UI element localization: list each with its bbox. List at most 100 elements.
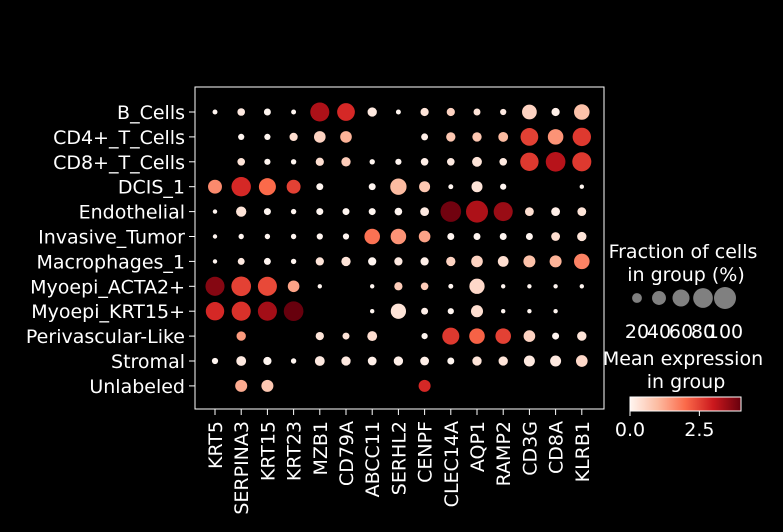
size-legend-dot: [693, 288, 713, 308]
dot: [238, 133, 245, 141]
dot: [263, 108, 271, 116]
dot: [421, 332, 428, 340]
x-tick-label: KRT5: [205, 421, 227, 469]
dot: [342, 208, 350, 216]
dot: [498, 356, 508, 366]
dot: [291, 109, 297, 115]
x-tick-label: AQP1: [467, 421, 489, 472]
dot: [575, 355, 588, 367]
x-tick-label: CD8A: [546, 421, 568, 474]
dot: [551, 107, 560, 117]
color-legend: Mean expression in group 0.0 2.5: [603, 348, 763, 441]
dot: [263, 257, 271, 265]
x-tick-label: CLEC14A: [441, 421, 463, 507]
dot: [549, 255, 562, 268]
dot: [313, 131, 326, 143]
dot: [290, 258, 297, 265]
dot: [446, 132, 456, 142]
dot: [370, 284, 375, 289]
dot: [290, 159, 297, 165]
dot: [390, 178, 407, 195]
y-tick-label: CD4+_T_Cells: [53, 127, 185, 149]
dot: [499, 157, 508, 166]
dot: [520, 128, 539, 146]
dot: [290, 208, 297, 215]
dot: [367, 331, 378, 342]
dot: [500, 108, 507, 116]
y-tick-label: Endothelial: [79, 202, 185, 224]
dot: [236, 206, 247, 217]
size-legend-title: Fraction of cells in group (%): [609, 241, 764, 286]
dot: [545, 151, 566, 172]
y-tick-label: Myoepi_ACTA2+: [30, 276, 185, 298]
size-legend-label: 80: [691, 321, 715, 343]
colorbar-tick-label: 2.5: [684, 419, 714, 441]
dot: [472, 156, 482, 167]
dot: [420, 282, 429, 291]
dot: [364, 228, 380, 245]
x-tick-label: KRT15: [257, 421, 279, 481]
dot: [316, 208, 324, 216]
dot: [551, 232, 560, 241]
dot: [369, 159, 375, 165]
size-legend-label: 60: [669, 321, 693, 343]
dot: [448, 184, 454, 190]
x-tick-label: CD79A: [336, 421, 358, 486]
dot: [342, 332, 350, 340]
dot: [553, 284, 558, 289]
dot: [493, 202, 513, 222]
dot: [264, 233, 271, 240]
dot: [497, 256, 509, 267]
dot: [205, 302, 225, 321]
dot: [258, 178, 276, 196]
dot: [237, 157, 246, 166]
y-tick-label: Myoepi_KRT15+: [31, 301, 185, 323]
x-tick-label: SERPINA3: [231, 421, 253, 515]
x-tick-label: SERHL2: [388, 421, 410, 495]
x-tick-label: KRT23: [284, 421, 306, 481]
dot: [287, 280, 300, 293]
dot: [341, 256, 351, 267]
dot: [469, 328, 485, 344]
dot: [470, 305, 484, 318]
dot: [212, 234, 218, 239]
dot: [342, 233, 350, 240]
dot: [290, 358, 297, 364]
x-tick-label: RAMP2: [493, 421, 515, 486]
dot: [574, 253, 590, 270]
size-legend-dot: [714, 287, 736, 309]
dot: [446, 157, 455, 166]
dot: [390, 228, 407, 245]
dot: [236, 331, 246, 341]
dot: [390, 303, 407, 319]
dot: [525, 233, 533, 240]
y-tick-label: Macrophages_1: [37, 251, 185, 273]
dot: [446, 107, 455, 117]
dot: [499, 233, 507, 240]
dot: [368, 208, 376, 216]
dot: [290, 233, 297, 240]
dot: [495, 328, 511, 344]
dot: [263, 208, 271, 216]
x-tick-label: KLRB1: [572, 421, 594, 482]
dot: [440, 201, 462, 222]
y-tick-label: DCIS_1: [118, 177, 185, 199]
dot: [236, 356, 247, 366]
dot: [446, 256, 456, 267]
y-tick-label: CD8+_T_Cells: [53, 152, 185, 174]
dot: [525, 207, 534, 217]
x-tick-label: CD3G: [519, 421, 541, 476]
dot: [337, 103, 355, 121]
size-legend-dot: [672, 289, 690, 307]
dot: [394, 257, 403, 266]
dot: [237, 257, 245, 265]
dot: [471, 255, 483, 268]
dot: [420, 107, 429, 117]
dot: [264, 158, 271, 165]
dot: [420, 257, 429, 266]
dot: [237, 108, 246, 116]
dot: [341, 356, 351, 366]
plot-area: B_Cells CD4+_T_Cells CD8+_T_Cells DCIS_1 End…: [26, 86, 605, 515]
dot: [473, 233, 481, 240]
